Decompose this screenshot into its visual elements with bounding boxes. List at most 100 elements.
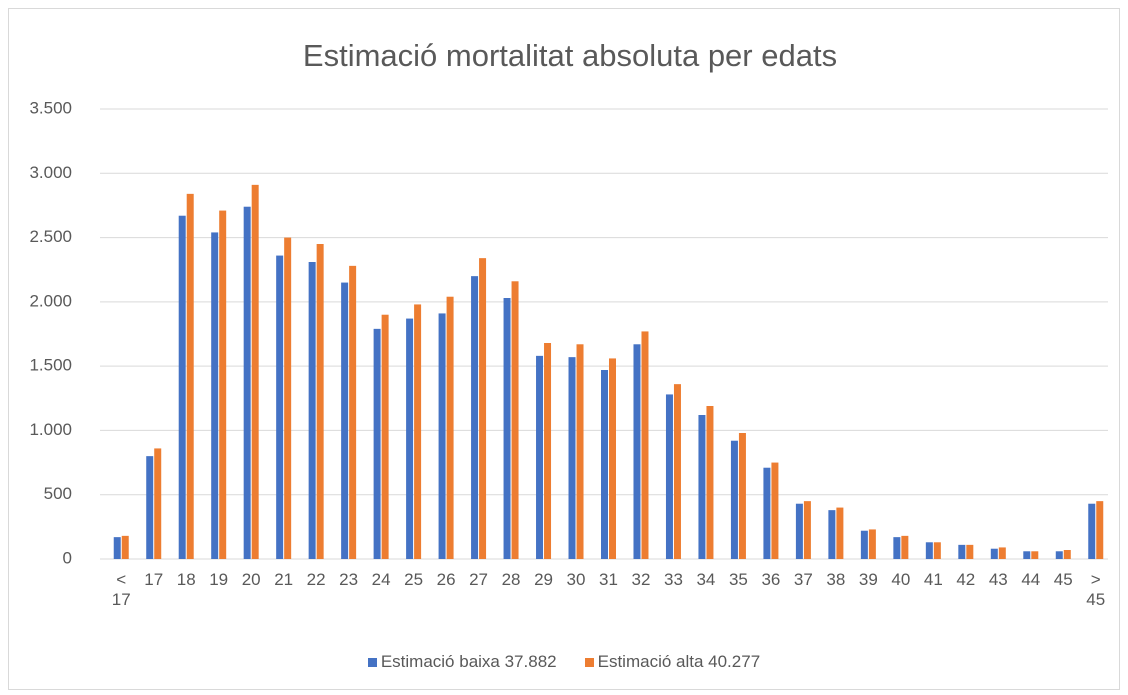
x-tick-label: 30 — [566, 570, 586, 589]
bar — [665, 394, 673, 559]
x-tick-label: 23 — [339, 570, 359, 589]
bar — [836, 507, 844, 559]
x-tick-label: 29 — [534, 570, 553, 589]
bar — [479, 258, 487, 559]
bar — [698, 415, 706, 559]
bar — [738, 433, 746, 559]
bar — [868, 529, 876, 559]
y-tick-label: 3.500 — [29, 98, 72, 117]
legend-swatch — [367, 657, 377, 667]
x-tick-label: 31 — [599, 570, 618, 589]
bar — [373, 328, 381, 559]
x-tick-label: 28 — [501, 570, 521, 589]
x-tick-label: 44 — [1021, 570, 1041, 589]
bar — [893, 537, 901, 559]
x-tick-label: 19 — [209, 570, 229, 589]
bar — [860, 530, 868, 559]
bar — [1096, 501, 1104, 559]
x-tick-label: 38 — [826, 570, 846, 589]
x-tick-label: 37 — [793, 570, 813, 589]
bar — [219, 210, 227, 560]
x-tick-label: 33 — [663, 570, 683, 589]
bar — [341, 282, 349, 559]
bar — [576, 344, 584, 559]
y-tick-label: 0 — [63, 548, 72, 567]
y-tick-label: 2.000 — [29, 291, 72, 310]
x-tick-label: 26 — [436, 570, 456, 589]
legend-swatch — [584, 657, 594, 667]
bar — [308, 262, 316, 559]
bar — [966, 544, 974, 559]
bar — [349, 265, 357, 559]
bar — [1031, 551, 1039, 559]
y-tick-label: 1.500 — [29, 356, 72, 375]
bar — [803, 501, 811, 559]
bar — [673, 384, 681, 559]
y-tick-label: 2.500 — [29, 227, 72, 246]
bar — [211, 232, 219, 559]
x-tick-label: 43 — [988, 570, 1008, 589]
bar — [121, 535, 129, 559]
x-tick-label: 40 — [891, 570, 911, 589]
bar — [381, 314, 389, 559]
x-tick-label: 22 — [306, 570, 326, 589]
bar — [901, 535, 909, 559]
bar — [154, 448, 162, 559]
bar — [609, 358, 616, 559]
bar — [771, 462, 779, 559]
bar — [414, 304, 422, 559]
x-tick-label: 25 — [404, 570, 424, 589]
y-tick-label: 500 — [44, 484, 72, 503]
bar — [113, 537, 121, 559]
bar — [186, 193, 194, 559]
bar — [1023, 551, 1031, 559]
bar — [568, 357, 576, 559]
legend: Estimació baixa 37.882 Estimació alta 40.… — [0, 652, 1128, 672]
y-tick-label: 3.000 — [29, 163, 72, 182]
bar — [633, 344, 641, 559]
x-tick-label: > 45 — [1086, 570, 1106, 609]
x-tick-label: 20 — [241, 570, 261, 589]
bar — [503, 298, 511, 559]
bar — [706, 406, 714, 559]
legend-item: Estimació alta 40.277 — [584, 652, 761, 672]
bar — [511, 281, 519, 559]
legend-label: Estimació alta 40.277 — [597, 652, 761, 671]
x-tick-label: 34 — [696, 570, 716, 589]
bar — [536, 355, 544, 559]
bar — [406, 318, 414, 559]
bar — [763, 467, 771, 559]
bar — [251, 184, 259, 559]
legend-label: Estimació baixa 37.882 — [380, 652, 557, 671]
bar — [1088, 503, 1096, 559]
bar — [471, 276, 479, 559]
bar — [828, 510, 836, 559]
bar — [178, 215, 186, 559]
bar — [243, 206, 251, 559]
x-tick-label: 41 — [923, 570, 943, 589]
x-tick-label: 18 — [176, 570, 196, 589]
bar — [958, 544, 966, 559]
x-tick-label: 45 — [1053, 570, 1073, 589]
bar — [316, 244, 324, 559]
y-tick-label: 1.000 — [29, 420, 72, 439]
x-tick-label: 36 — [761, 570, 781, 589]
bar — [730, 440, 738, 559]
x-tick-label: 24 — [371, 570, 391, 589]
x-tick-label: 32 — [631, 570, 651, 589]
bar — [284, 237, 292, 560]
x-tick-label: 35 — [728, 570, 748, 589]
x-tick-label: 39 — [858, 570, 878, 589]
legend-item: Estimació baixa 37.882 — [367, 652, 557, 672]
chart-title: Estimació mortalitat absoluta per edats — [303, 38, 837, 73]
bar — [601, 370, 608, 559]
x-tick-label: < 17 — [111, 570, 131, 609]
bar — [1055, 551, 1063, 559]
bar — [795, 503, 803, 559]
bar — [990, 548, 998, 559]
bar — [641, 331, 649, 559]
bar — [146, 456, 154, 559]
bar — [446, 296, 454, 559]
bar — [1063, 550, 1071, 559]
x-tick-label: 27 — [469, 570, 489, 589]
